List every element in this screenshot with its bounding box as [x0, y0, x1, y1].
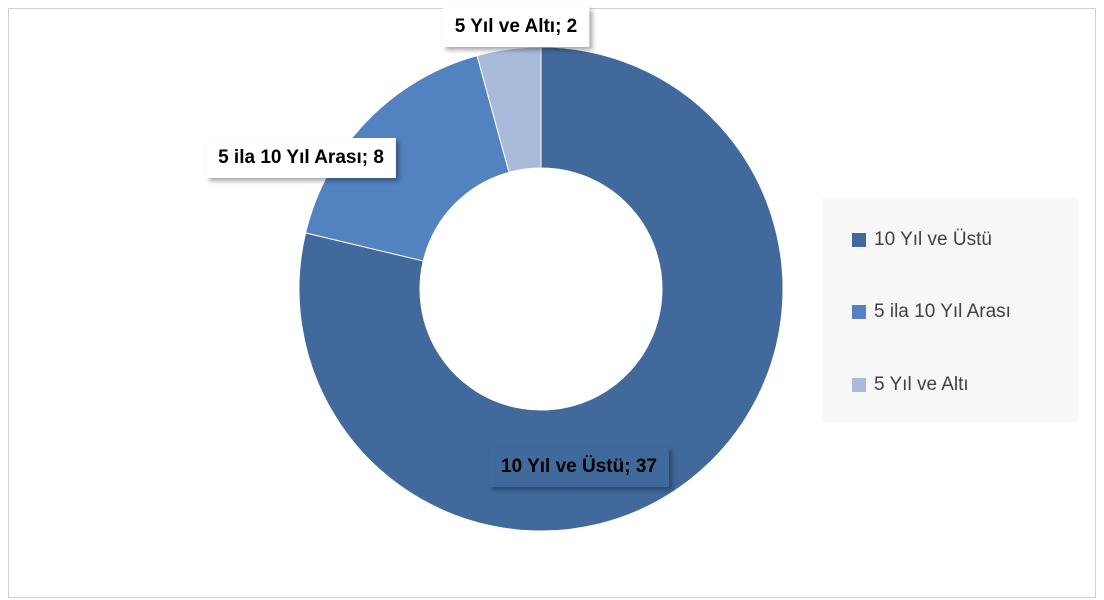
- data-label: 10 Yıl ve Üstü; 37: [489, 447, 669, 487]
- data-label-box: [489, 447, 669, 487]
- data-label-text: 10 Yıl ve Üstü; 37: [501, 456, 657, 477]
- legend-swatch: [852, 378, 866, 392]
- legend-swatch: [852, 233, 866, 247]
- data-label: 5 Yıl ve Altı; 2: [442, 7, 590, 47]
- data-label-box: [442, 7, 590, 47]
- data-label-box: [206, 138, 396, 178]
- legend-swatch: [852, 305, 866, 319]
- legend-label: 5 Yıl ve Altı: [874, 374, 969, 395]
- data-label-text: 5 Yıl ve Altı; 2: [455, 16, 578, 37]
- donut-slice: [298, 46, 784, 532]
- legend-label: 5 ila 10 Yıl Arası: [874, 301, 1011, 322]
- data-label-text: 5 ila 10 Yıl Arası; 8: [218, 147, 384, 168]
- legend-label: 10 Yıl ve Üstü: [874, 229, 992, 250]
- donut-slice: [476, 46, 542, 173]
- data-label: 5 ila 10 Yıl Arası; 8: [206, 138, 396, 178]
